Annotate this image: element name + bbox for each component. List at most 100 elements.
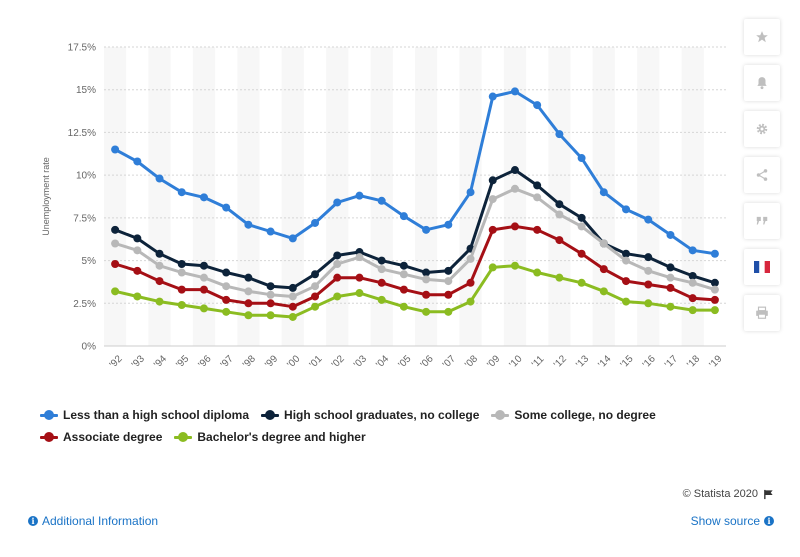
data-point: [133, 266, 142, 275]
x-tick-label: '07: [441, 353, 458, 370]
x-tick-label: '10: [508, 353, 525, 370]
data-point: [644, 215, 653, 224]
data-point: [222, 295, 231, 304]
data-point: [377, 265, 386, 274]
data-point: [510, 222, 519, 231]
data-point: [111, 145, 120, 154]
x-tick-label: '08: [463, 353, 480, 370]
data-point: [710, 278, 719, 287]
background-band: [681, 47, 704, 346]
data-point: [177, 259, 186, 268]
legend-item-less-than-high-school[interactable]: Less than a high school diploma: [40, 408, 249, 422]
data-point: [266, 290, 275, 299]
y-tick-label: 0%: [82, 342, 97, 353]
data-point: [577, 249, 586, 258]
share-button[interactable]: [744, 157, 780, 193]
x-tick-label: '09: [485, 353, 502, 370]
settings-button[interactable]: [744, 111, 780, 147]
legend-item-bachelors-degree[interactable]: Bachelor's degree and higher: [174, 430, 366, 444]
background-band: [104, 47, 127, 346]
legend-row: Less than a high school diploma High sch…: [40, 404, 730, 426]
data-point: [710, 285, 719, 294]
data-point: [666, 302, 675, 311]
additional-information-link[interactable]: i Additional Information: [28, 514, 158, 528]
x-tick-label: '01: [308, 353, 325, 370]
credit-text: © Statista 2020: [682, 488, 758, 500]
favorite-button[interactable]: [744, 19, 780, 55]
data-point: [355, 273, 364, 282]
x-tick-label: '05: [396, 353, 413, 370]
show-source-label: Show source: [690, 514, 760, 528]
data-point: [177, 268, 186, 277]
data-point: [422, 225, 431, 234]
data-point: [111, 287, 120, 296]
series-group: [111, 166, 719, 292]
x-tick-label: '04: [374, 353, 391, 370]
x-tick-label: '19: [707, 353, 724, 370]
data-point: [333, 251, 342, 260]
data-point: [422, 275, 431, 284]
series-group: [111, 184, 719, 301]
data-point: [133, 246, 142, 255]
notification-button[interactable]: [744, 65, 780, 101]
data-point: [288, 292, 297, 301]
data-point: [355, 191, 364, 200]
data-point: [333, 273, 342, 282]
data-point: [155, 174, 164, 183]
print-icon: [756, 306, 768, 319]
series-group: [111, 87, 719, 258]
legend-label: High school graduates, no college: [284, 408, 480, 422]
data-point: [155, 297, 164, 306]
data-point: [577, 154, 586, 163]
legend-label: Some college, no degree: [514, 408, 656, 422]
data-point: [266, 299, 275, 308]
data-point: [444, 220, 453, 229]
y-axis-tick-labels: 0% 2.5% 5% 7.5% 10% 12.5% 15% 17.5%: [68, 43, 96, 353]
y-tick-label: 12.5%: [68, 128, 96, 139]
background-band: [548, 47, 571, 346]
data-point: [311, 270, 320, 279]
legend-label: Less than a high school diploma: [63, 408, 250, 422]
data-point: [533, 181, 542, 190]
data-point: [444, 277, 453, 286]
legend-item-high-school-graduates[interactable]: High school graduates, no college: [261, 408, 479, 422]
data-point: [466, 297, 475, 306]
legend-swatch: [491, 410, 510, 420]
data-point: [155, 249, 164, 258]
data-point: [666, 263, 675, 272]
data-point: [422, 268, 431, 277]
data-point: [444, 290, 453, 299]
cite-button[interactable]: [744, 203, 780, 239]
x-tick-label: '12: [552, 353, 569, 370]
data-point: [222, 203, 231, 212]
data-point: [688, 271, 697, 280]
data-point: [155, 261, 164, 270]
x-tick-label: '94: [152, 353, 169, 370]
data-point: [577, 222, 586, 231]
flag-icon[interactable]: [763, 489, 774, 500]
data-point: [155, 277, 164, 286]
data-point: [555, 130, 564, 139]
x-tick-label: '98: [241, 353, 258, 370]
language-button[interactable]: [744, 249, 780, 285]
data-point: [266, 282, 275, 291]
gear-icon: [756, 123, 768, 135]
info-icon: i: [28, 516, 38, 526]
series-group: [111, 261, 719, 321]
show-source-link[interactable]: Show source i: [691, 514, 774, 528]
data-point: [488, 195, 497, 204]
data-point: [222, 307, 231, 316]
print-button[interactable]: [744, 295, 780, 331]
series-line: [113, 264, 717, 319]
data-point: [555, 236, 564, 245]
legend-item-some-college[interactable]: Some college, no degree: [491, 408, 656, 422]
data-point: [488, 263, 497, 272]
data-point: [377, 256, 386, 265]
data-point: [244, 287, 253, 296]
legend-label: Bachelor's degree and higher: [197, 430, 366, 444]
data-point: [533, 225, 542, 234]
data-point: [555, 273, 564, 282]
legend-item-associate-degree[interactable]: Associate degree: [40, 430, 162, 444]
copyright-credit: © Statista 2020: [683, 488, 774, 500]
background-band: [415, 47, 438, 346]
